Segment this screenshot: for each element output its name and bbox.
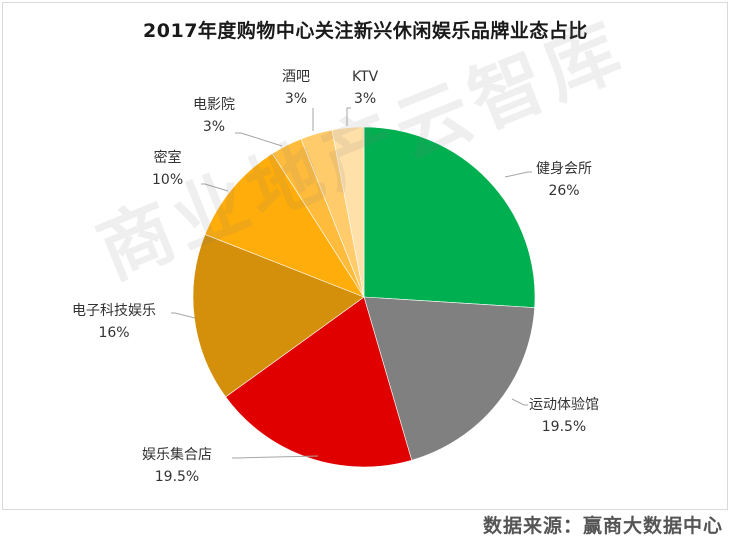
label-escape-room-name: 密室 [153, 150, 182, 166]
pie-slice-entertainment [225, 296, 413, 468]
pie-slice-sports [363, 296, 535, 461]
leader-line-sports [511, 398, 528, 406]
label-fitness-pct: 26% [548, 183, 580, 199]
label-sports-pct: 19.5% [541, 419, 587, 435]
label-entertainment: 娱乐集合店 19.5% [142, 444, 212, 488]
label-sports-name: 运动体验馆 [529, 397, 599, 413]
label-bar-pct: 3% [284, 91, 308, 107]
chart-title: 2017年度购物中心关注新兴休闲娱乐品牌业态占比 [143, 20, 588, 42]
leader-line-tech [171, 312, 196, 319]
label-ktv: KTV 3% [352, 66, 378, 110]
pie-slices [192, 126, 536, 468]
label-cinema-name: 电影院 [193, 97, 235, 113]
pie-slice-ktv [331, 126, 365, 298]
label-entertainment-name: 娱乐集合店 [142, 447, 212, 463]
leader-line-cinema [235, 132, 283, 147]
pie-slice-fitness [363, 126, 536, 308]
label-tech: 电子科技娱乐 16% [72, 300, 156, 344]
chart-frame [2, 2, 728, 510]
leader-lines [171, 107, 532, 459]
label-bar: 酒吧 3% [282, 66, 310, 110]
leader-line-entertainment [232, 455, 319, 459]
label-sports: 运动体验馆 19.5% [529, 394, 599, 438]
label-fitness-name: 健身会所 [536, 161, 592, 177]
label-tech-name: 电子科技娱乐 [72, 303, 156, 319]
label-ktv-pct: 3% [354, 91, 377, 107]
label-bar-name: 酒吧 [282, 69, 310, 85]
leader-line-escape [201, 183, 229, 192]
label-fitness: 健身会所 26% [536, 158, 592, 202]
label-cinema: 电影院 3% [193, 94, 235, 138]
leader-line-fitness [504, 171, 532, 178]
label-escape-room-pct: 10% [152, 172, 184, 188]
label-ktv-name: KTV [352, 69, 379, 85]
label-entertainment-pct: 19.5% [154, 469, 200, 485]
pie-slice-escape-room [204, 153, 365, 298]
label-cinema-pct: 3% [202, 119, 226, 135]
leader-line-ktv [346, 107, 351, 126]
data-source: 数据来源：赢商大数据中心 [482, 515, 723, 537]
label-tech-pct: 16% [98, 325, 130, 341]
label-escape-room: 密室 10% [152, 147, 183, 191]
